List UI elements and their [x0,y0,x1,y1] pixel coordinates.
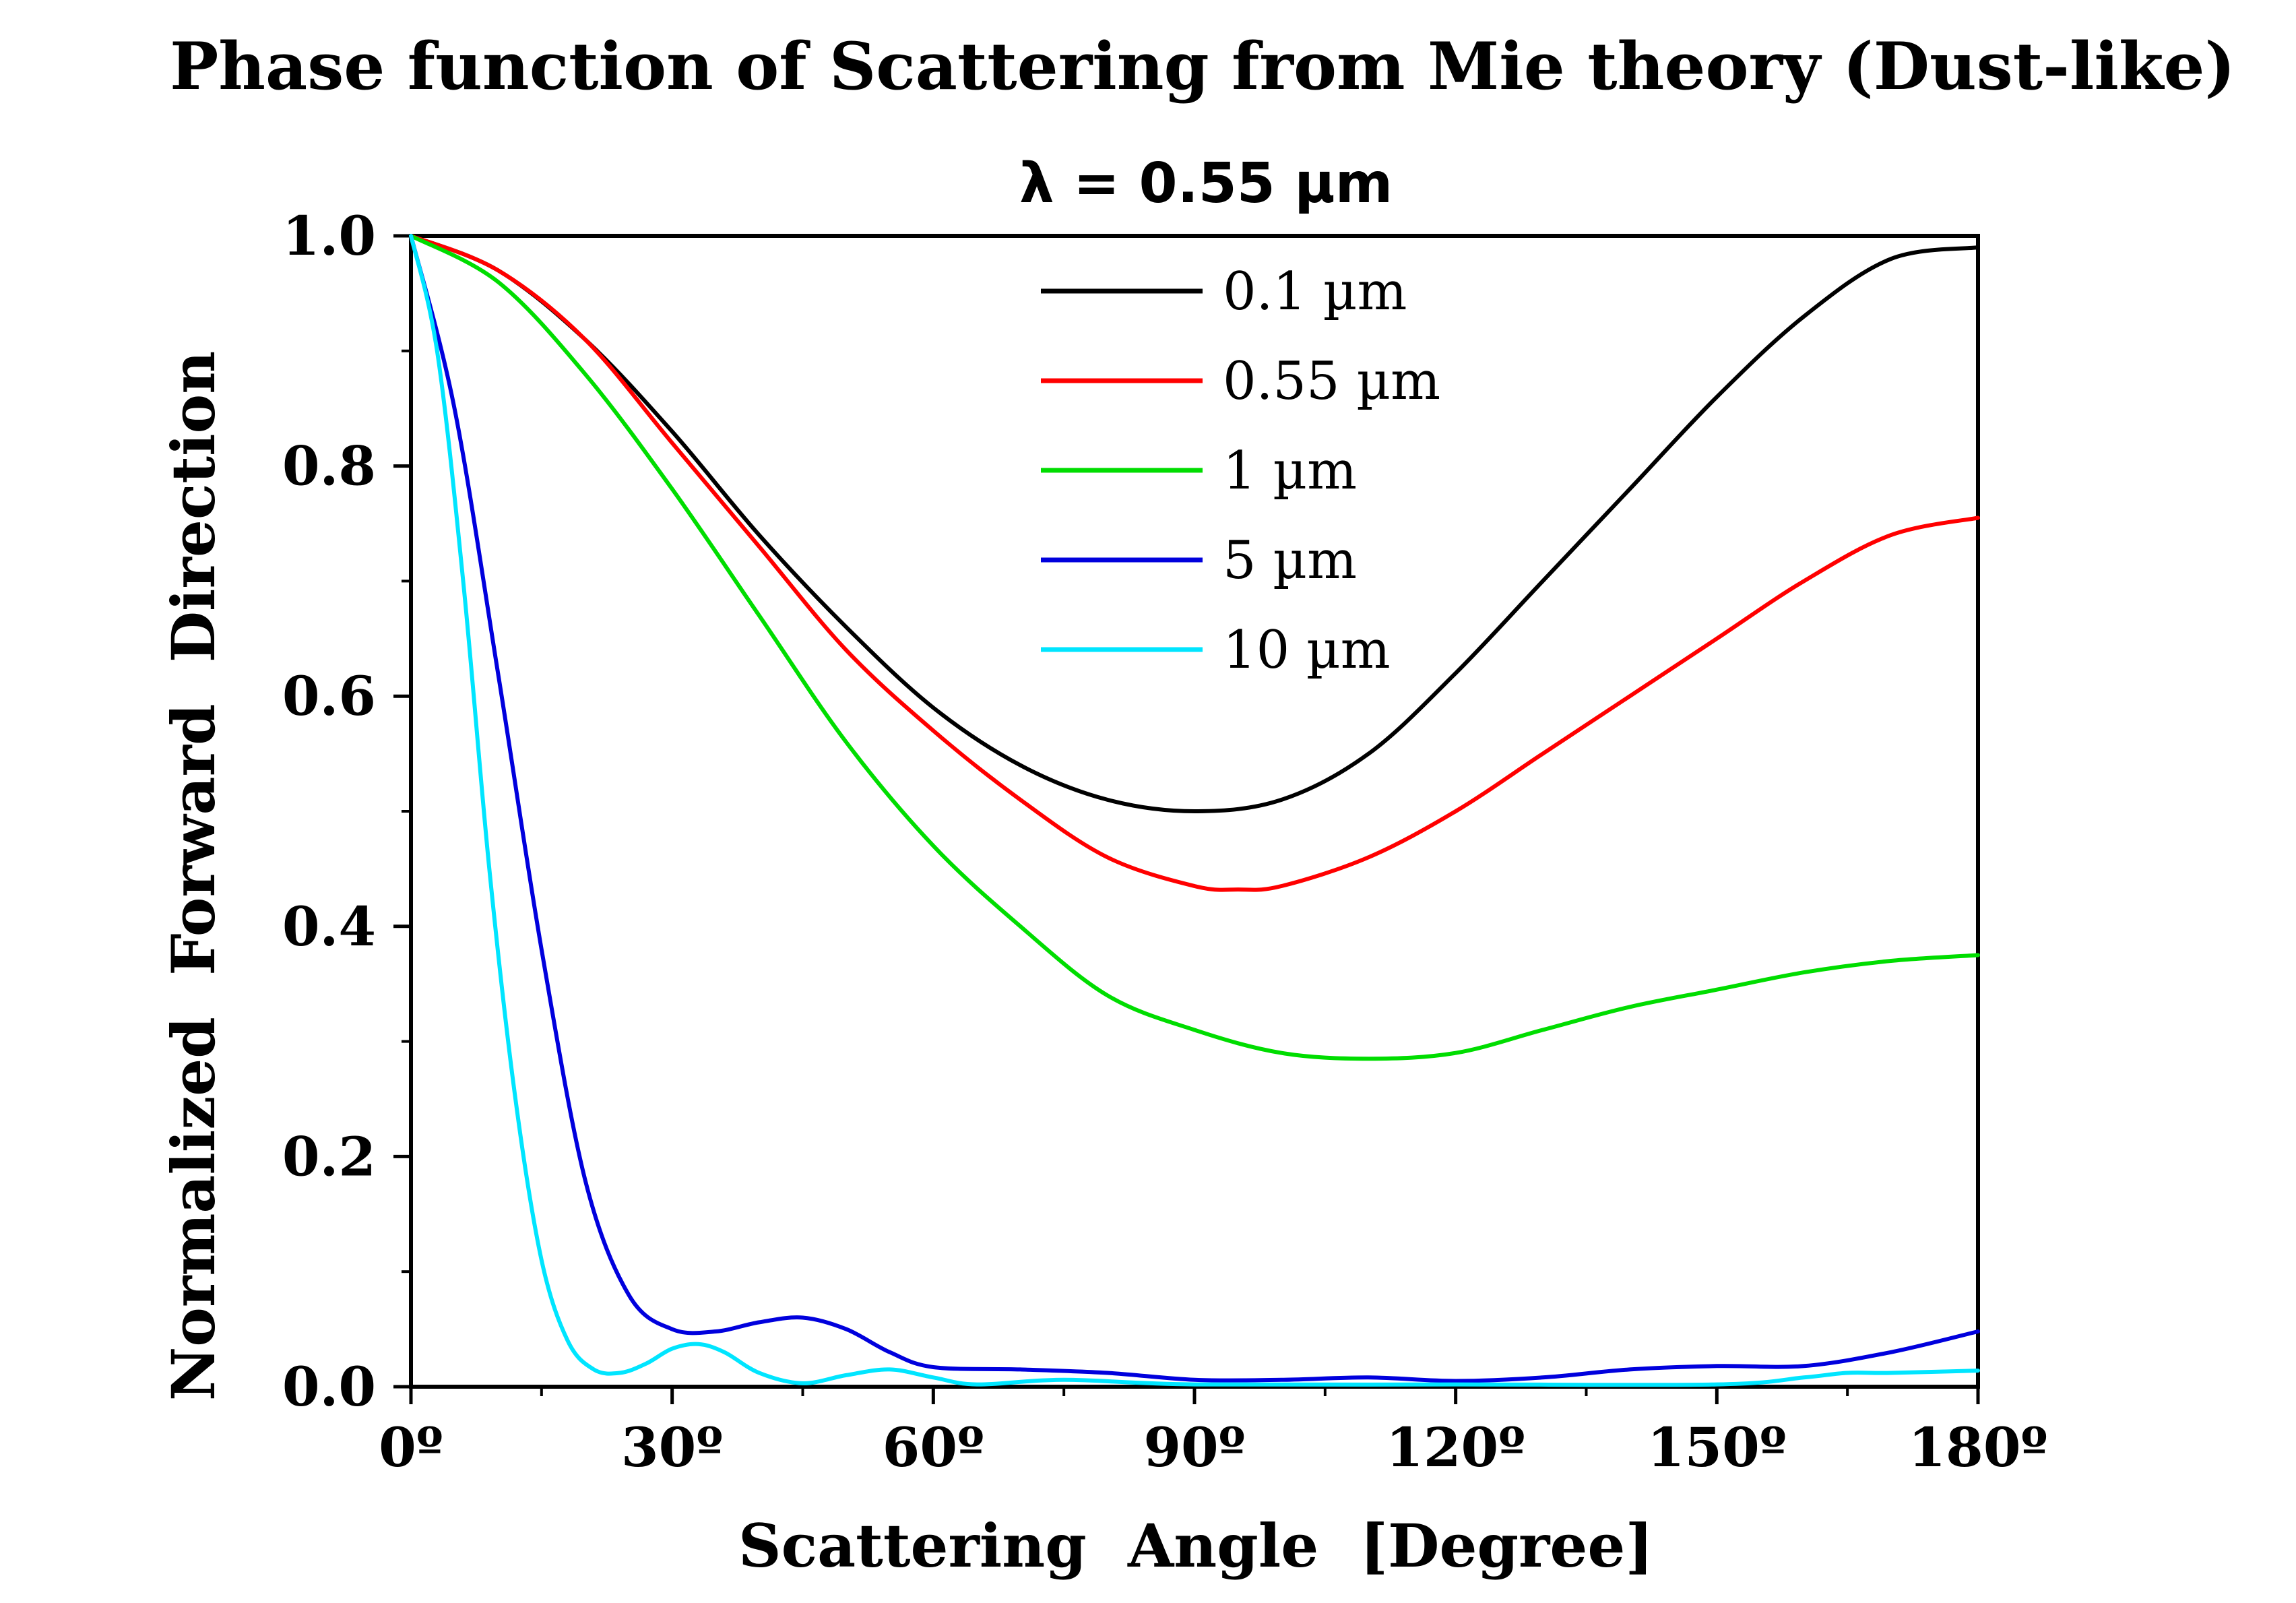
y-tick-label: 0.6 [282,664,376,728]
series-line-1 [409,234,1980,892]
x-axis-label: Scattering Angle [Degree] [738,1511,1653,1581]
x-tick-label: 150º [1647,1416,1787,1479]
plot-area: 0º 30º 60º 90º 120º 150º 180º 0.0 0.2 0.4 0.6 0.8 1… [282,204,2048,1479]
y-tick-label: 1.0 [282,204,376,268]
y-tick-label: 0.0 [282,1355,376,1418]
legend-label: 10 µm [1223,620,1391,681]
chart-title: Phase function of Scattering from Mie th… [170,28,2235,104]
x-tick-label: 0º [379,1416,443,1479]
y-tick-label: 0.8 [282,435,376,498]
series-line-0 [409,234,1980,813]
legend-label: 0.55 µm [1223,351,1440,412]
series-line-3 [409,234,1980,1383]
chart-subtitle: λ = 0.55 µm [1019,152,1393,216]
series-lines [409,234,1980,1387]
y-axis-label: Normalized Forward Direction [158,351,228,1401]
series-line-2 [409,234,1980,1061]
legend-label: 0.1 µm [1223,261,1407,322]
series-line-4 [409,234,1980,1387]
x-tick-label: 30º [621,1416,723,1479]
x-tick-label: 60º [883,1416,984,1479]
legend: 0.1 µm 0.55 µm 1 µm 5 µm 10 µm [1041,261,1440,681]
x-tick-label: 90º [1143,1416,1245,1479]
y-tick-label: 0.4 [282,895,376,958]
x-tick-label: 180º [1909,1416,2048,1479]
x-tick-label: 120º [1386,1416,1525,1479]
legend-label: 5 µm [1223,530,1357,591]
x-axis-ticks: 0º 30º 60º 90º 120º 150º 180º [379,1387,2048,1479]
y-tick-label: 0.2 [282,1125,376,1188]
y-axis-ticks: 0.0 0.2 0.4 0.6 0.8 1.0 [282,204,411,1418]
legend-label: 1 µm [1223,441,1357,501]
